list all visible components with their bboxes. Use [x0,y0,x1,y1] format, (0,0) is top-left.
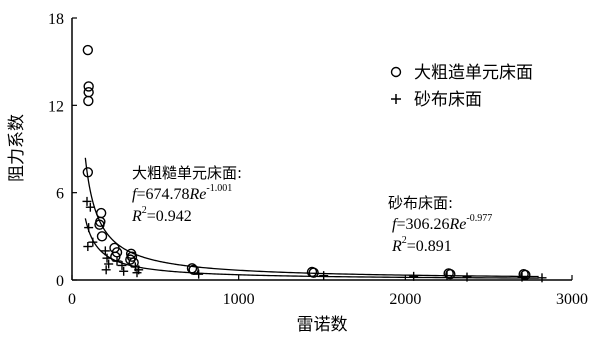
legend-circle-marker [390,66,402,78]
point-circle [82,44,94,56]
y-axis-title: 阻力系数 [7,114,27,182]
legend-plus-marker [391,94,401,104]
point-plus [101,265,111,275]
point-plus [85,202,95,212]
point-circle [83,87,94,98]
point-plus [537,273,547,283]
x-tick-label: 1000 [223,291,255,308]
equation-2-exp: -0.977 [466,213,492,224]
annotation-sand-cloth-equation: f=306.26Re-0.977 [392,213,492,233]
point-plus [117,260,127,270]
point-circle [308,267,319,278]
annotation-large-roughness-r2: R2=0.942 [131,205,192,225]
legend-label-sand-cloth: 砂布床面 [414,90,482,110]
data-points [82,44,547,283]
equation-2-var: Re [448,216,466,233]
equation-1-prefix: f [132,186,139,203]
point-circle [94,219,105,230]
y-ticks: 0 6 12 18 [48,11,77,290]
equation-1-var: Re [188,186,206,203]
legend-label-large-roughness: 大粗造单元床面 [414,63,533,83]
x-tick-label: 0 [68,291,76,308]
annotation-sand-cloth-title: 砂布床面: [388,194,453,212]
point-plus [84,223,94,233]
annotation-sand-cloth-r2: R2=0.891 [391,235,452,255]
x-tick-label: 3000 [556,291,588,308]
x-axis-title: 雷诺数 [297,315,348,335]
point-circle [445,268,456,280]
legend: 大粗造单元床面 砂布床面 [390,63,533,110]
fit-curve-2 [84,218,539,279]
point-circle [83,95,94,107]
point-plus [88,237,98,247]
y-tick-label: 6 [56,186,64,203]
equation-2-prefix: f [392,216,399,233]
point-circle [83,81,94,92]
point-plus [517,272,527,282]
point-circle [186,263,198,274]
annotation-large-roughness-equation: f=674.78Re-1.001 [132,183,232,203]
point-plus [319,271,329,281]
y-tick-label: 0 [56,273,64,290]
point-plus [102,253,112,263]
point-circle [95,207,107,219]
equation-2-coef: =306.26 [396,216,449,233]
x-ticks: 0 1000 2000 3000 [68,275,588,308]
point-plus [194,269,204,279]
point-circle [82,167,94,178]
y-tick-label: 12 [48,98,64,115]
y-tick-label: 18 [48,11,64,28]
point-circle [520,269,531,281]
annotation-large-roughness: 大粗糙单元床面: f=674.78Re-1.001 R2=0.942 [131,164,242,225]
point-plus [104,259,114,269]
equation-1-coef: =674.78 [136,186,189,203]
point-circle [125,254,136,265]
point-plus [83,242,93,252]
point-plus [112,256,122,266]
point-plus [132,268,142,278]
point-plus [100,246,110,256]
point-plus [409,271,419,281]
x-tick-label: 2000 [389,291,421,308]
annotation-sand-cloth: 砂布床面: f=306.26Re-0.977 R2=0.891 [388,194,492,255]
point-plus [119,266,129,276]
point-plus [82,196,92,206]
point-plus [442,271,452,281]
point-circle [96,231,108,242]
annotation-large-roughness-title: 大粗糙单元床面: [132,164,242,182]
equation-1-exp: -1.001 [206,183,232,194]
point-plus [462,272,472,282]
